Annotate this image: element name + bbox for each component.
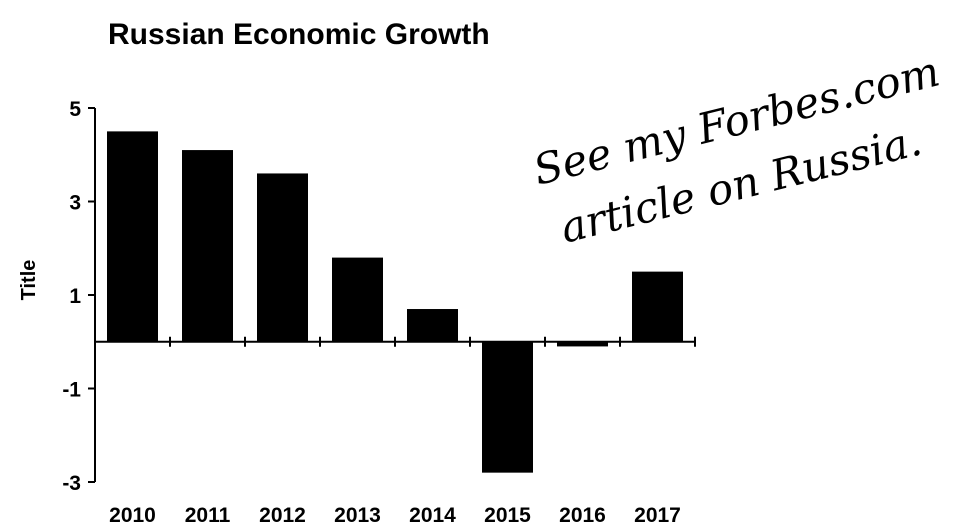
y-tick-label: -1 bbox=[62, 379, 81, 402]
x-tick-label-2015: 2015 bbox=[484, 504, 531, 527]
x-tick-label-2017: 2017 bbox=[634, 504, 681, 527]
bar-2012 bbox=[257, 173, 308, 341]
y-ticks: 5 3 1 -1 -3 bbox=[62, 98, 95, 495]
handwritten-note: See my Forbes.com article on Russia. bbox=[529, 46, 945, 252]
bars bbox=[107, 131, 683, 472]
y-axis-label: Title bbox=[18, 260, 40, 301]
y-tick-label: 1 bbox=[69, 285, 81, 308]
x-tick-label-2016: 2016 bbox=[559, 504, 606, 527]
x-tick-label-2014: 2014 bbox=[409, 504, 456, 527]
bar-2013 bbox=[332, 258, 383, 342]
bar-2014 bbox=[407, 309, 458, 342]
y-tick-label: 3 bbox=[69, 192, 81, 215]
x-tick-label-2010: 2010 bbox=[109, 504, 156, 527]
bar-2015 bbox=[482, 342, 533, 473]
y-tick-label: -3 bbox=[62, 472, 81, 495]
chart-title: Russian Economic Growth bbox=[108, 18, 490, 51]
y-axis-label-group: Title bbox=[18, 260, 40, 301]
y-tick-label: 5 bbox=[69, 98, 81, 121]
x-tick-label-2013: 2013 bbox=[334, 504, 381, 527]
x-tick-label-2012: 2012 bbox=[259, 504, 306, 527]
x-tick-label-2011: 2011 bbox=[185, 504, 231, 527]
bar-2011 bbox=[182, 150, 233, 342]
bar-2010 bbox=[107, 131, 158, 341]
bar-2017 bbox=[632, 272, 683, 342]
x-tick-labels: 2010 2011 2012 2013 2014 2015 2016 2017 bbox=[109, 504, 681, 527]
